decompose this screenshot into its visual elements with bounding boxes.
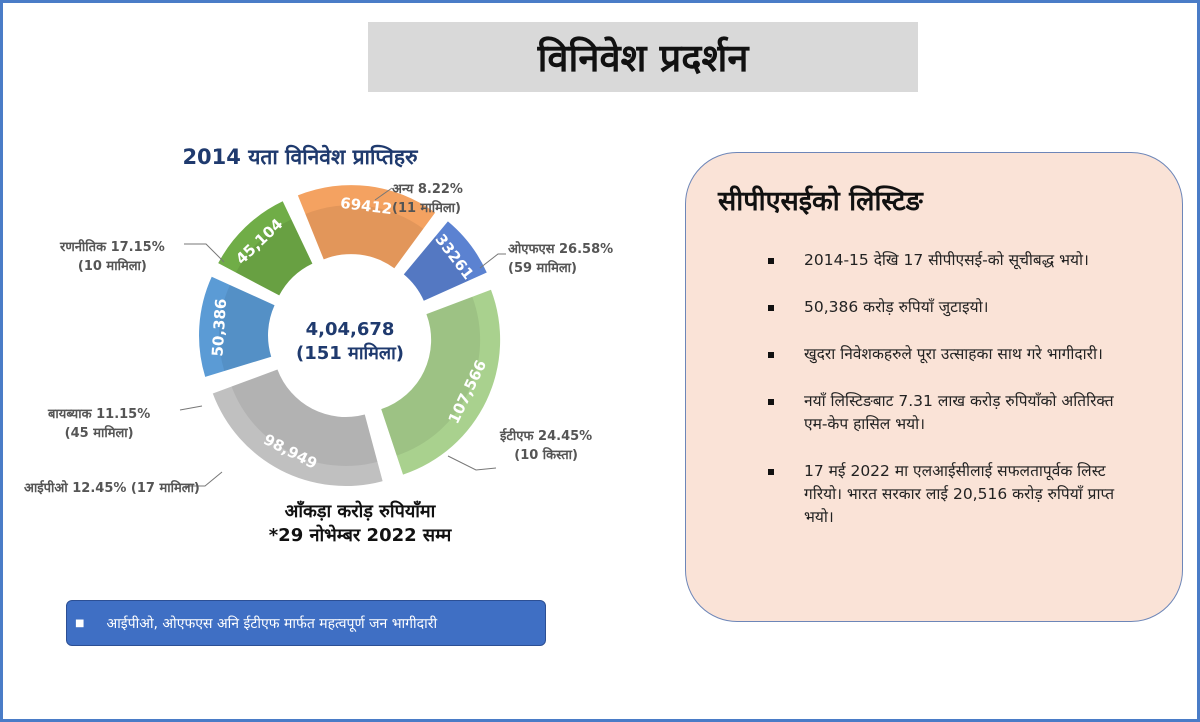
slice-group-ofs: 107,566: [381, 289, 501, 475]
leader-buyback: [179, 405, 203, 411]
chart-footnote: आँकड़ा करोड़ रुपियाँमा *29 नोभेम्बर 2022…: [210, 500, 510, 548]
slice-shade-other: [403, 236, 469, 301]
title-banner: विनिवेश प्रदर्शन: [368, 22, 918, 92]
slice-ipo: [199, 276, 275, 377]
list-item: खुदरा निवेशकहरुले पूरा उत्साहका साथ गरे …: [768, 343, 1128, 366]
donut-hole: [279, 265, 421, 407]
slice-other: [403, 221, 487, 301]
center-cases: (151 मामिला): [295, 343, 404, 364]
slice-buyback: [218, 201, 313, 296]
page-title: विनिवेश प्रदर्शन: [537, 36, 749, 80]
slice-ofs: [381, 289, 501, 475]
slice-shade-ipo: [219, 285, 275, 372]
panel-title: सीपीएसईको लिस्टिङ: [718, 186, 923, 217]
label-strategic: रणनीतिक 17.15% (10 मामिला): [60, 240, 165, 274]
label-etf: ईटीएफ 24.45% (10 किस्ता): [500, 429, 593, 463]
bullet-icon: [768, 258, 774, 264]
listing-panel: सीपीएसईको लिस्टिङ 2014-15 देखि 17 सीपीएस…: [685, 152, 1183, 622]
leader-ofs: [479, 253, 506, 269]
label-buyback: बायब्याक 11.15% (45 मामिला): [48, 407, 151, 441]
banner-text: आईपीओ, ओएफएस अनि ईटीएफ मार्फत महत्वपूर्ण…: [106, 615, 438, 632]
date-note: *29 नोभेम्बर 2022 सम्म: [268, 525, 452, 546]
slice-group-strategic: 69412: [297, 185, 436, 269]
slice-shade-buyback: [235, 219, 313, 296]
list-item: नयाँ लिस्टिङबाट 7.31 लाख करोड़ रुपियाँको…: [768, 390, 1128, 436]
bullet-icon: [768, 469, 774, 475]
leader-etf: [447, 455, 497, 471]
label-ipo: आईपीओ 12.45% (17 मामिला): [24, 481, 200, 496]
list-item: 50,386 करोड़ रुपियाँ जुटाइयो।: [768, 296, 1128, 319]
slice-group-other: 33261: [403, 221, 487, 301]
slice-group-etf: 98,949: [212, 369, 383, 486]
slice-group-buyback: 45,104: [218, 201, 313, 296]
slice-strategic: [297, 185, 436, 269]
slice-shade-ofs: [381, 296, 481, 456]
leader-ipo: [185, 471, 223, 487]
highlight-banner: ■ आईपीओ, ओएफएस अनि ईटीएफ मार्फत महत्वपूर…: [66, 600, 546, 646]
slice-shade-etf: [231, 369, 378, 466]
center-total: 4,04,678: [305, 319, 395, 340]
slice-etf: [212, 369, 383, 486]
slice-shade-strategic: [305, 205, 424, 269]
chart-title: 2014 यता विनिवेश प्राप्तिहरु: [182, 145, 418, 169]
bullet-icon: ■: [75, 617, 85, 629]
list-item: 17 मई 2022 मा एलआईसीलाई सफलतापूर्वक लिस्…: [768, 460, 1128, 529]
label-other: अन्य 8.22% (11 मामिला): [392, 182, 463, 216]
bullet-icon: [768, 305, 774, 311]
listing-points: 2014-15 देखि 17 सीपीएसई-को सूचीबद्ध भयो।…: [768, 249, 1128, 553]
unit-note: आँकड़ा करोड़ रुपियाँमा: [284, 501, 436, 522]
bullet-icon: [768, 352, 774, 358]
leader-other: [374, 187, 393, 201]
slice-value-ipo: 50,386: [208, 298, 230, 357]
label-ofs: ओएफएस 26.58% (59 मामिला): [508, 242, 614, 276]
leader-strategic: [184, 243, 225, 263]
bullet-icon: [768, 399, 774, 405]
slice-group-ipo: 50,386: [199, 276, 275, 377]
list-item: 2014-15 देखि 17 सीपीएसई-को सूचीबद्ध भयो।: [768, 249, 1128, 272]
chart-center-label: 4,04,678 (151 मामिला): [280, 318, 420, 366]
